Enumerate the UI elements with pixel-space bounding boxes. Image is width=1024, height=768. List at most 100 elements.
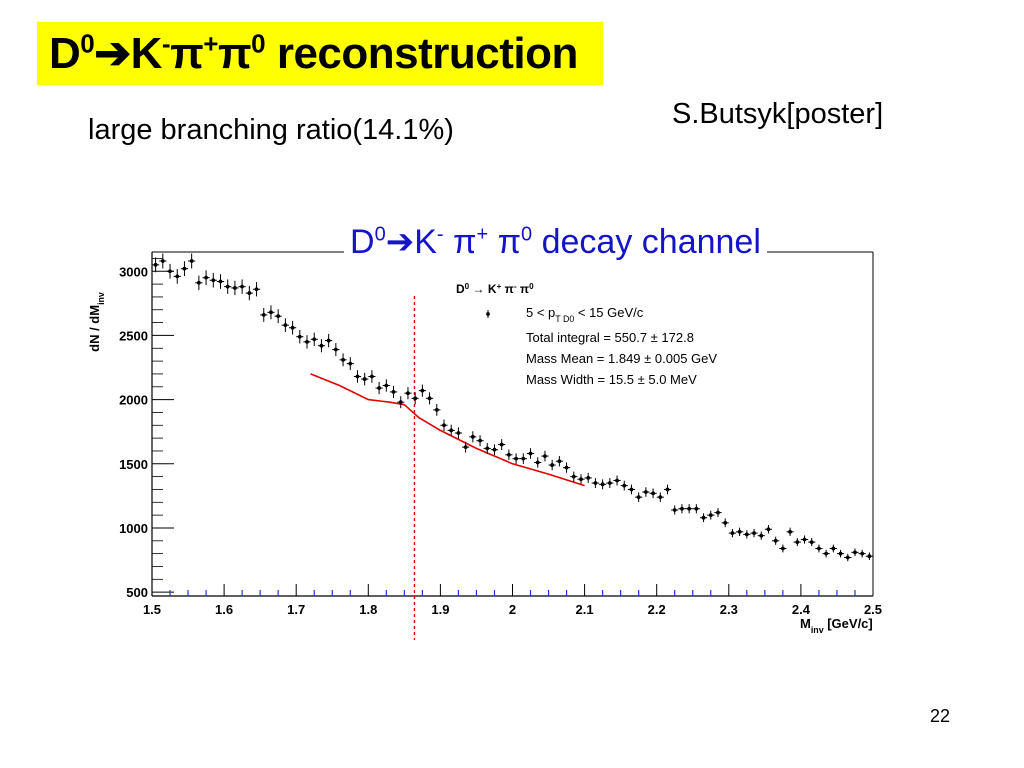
data-point-marker <box>701 515 706 520</box>
title-sup-zero: 0 <box>80 28 95 59</box>
data-point-marker <box>290 325 295 330</box>
data-point <box>245 285 253 301</box>
data-point <box>209 272 217 288</box>
legend-stat-line: Total integral = 550.7 ± 172.8 <box>526 330 694 345</box>
data-point-marker <box>434 407 439 412</box>
data-point <box>815 544 823 553</box>
data-point <box>353 370 362 383</box>
data-point-marker <box>478 438 482 443</box>
data-point-marker <box>759 533 764 538</box>
data-point-marker <box>802 537 807 542</box>
data-point <box>570 471 578 482</box>
data-point <box>555 455 563 467</box>
data-point-marker <box>817 546 821 551</box>
channel-title: D0➔K- π+ π0 decay channel <box>344 220 767 264</box>
data-point-marker <box>218 279 223 284</box>
data-point <box>260 307 268 322</box>
data-point <box>865 552 873 560</box>
data-point-marker <box>838 551 843 556</box>
y-tick-label: 1500 <box>119 457 148 472</box>
x-tick-label: 2 <box>509 602 516 617</box>
data-point <box>195 275 203 291</box>
data-point-marker <box>398 400 403 405</box>
data-point-marker <box>514 456 519 461</box>
data-point <box>166 263 174 279</box>
data-point <box>188 253 196 269</box>
data-point <box>296 329 304 344</box>
data-point <box>635 492 643 502</box>
data-point-marker <box>355 374 360 379</box>
data-point <box>779 544 787 553</box>
data-point <box>303 335 311 349</box>
data-point <box>519 453 527 464</box>
data-point-marker <box>600 482 605 487</box>
data-point-marker <box>773 538 778 543</box>
data-point-marker <box>391 390 396 394</box>
data-point <box>397 396 405 409</box>
data-point-marker <box>485 446 490 451</box>
data-point <box>483 442 491 454</box>
data-point-marker <box>225 284 230 289</box>
data-point <box>584 472 592 483</box>
title-sup-plus: + <box>203 28 218 59</box>
data-point <box>252 282 261 297</box>
data-point-marker <box>341 357 345 362</box>
data-point-marker <box>211 278 216 283</box>
data-point-marker <box>593 481 598 485</box>
data-point-marker <box>867 554 872 559</box>
x-tick-label: 2.1 <box>576 602 594 617</box>
data-point-marker <box>579 477 583 482</box>
channel-pi-2: π <box>488 223 522 261</box>
data-point <box>750 528 758 538</box>
data-point-marker <box>853 550 857 555</box>
data-point-marker <box>175 274 180 279</box>
data-point-marker <box>261 312 266 317</box>
data-point-marker <box>845 555 850 560</box>
data-point-marker <box>795 540 800 544</box>
data-point <box>505 449 513 461</box>
data-point <box>642 487 650 497</box>
y-tick-label: 2000 <box>119 393 148 408</box>
y-tick-label: 1000 <box>119 521 148 536</box>
data-point-marker <box>370 374 374 379</box>
data-point <box>368 370 376 383</box>
data-point <box>613 475 621 486</box>
data-point-marker <box>254 287 259 292</box>
data-point-marker <box>716 510 720 515</box>
title-d: D <box>49 29 81 78</box>
data-point-marker <box>362 377 367 381</box>
x-tick-label: 2.5 <box>864 602 882 617</box>
data-point <box>800 535 809 544</box>
data-point-marker <box>543 454 547 458</box>
data-point <box>851 548 859 557</box>
title-pi-1: π <box>170 29 204 78</box>
y-tick-label: 2500 <box>119 328 148 343</box>
data-point <box>808 538 816 547</box>
data-point <box>404 387 412 400</box>
data-point <box>526 448 535 459</box>
data-point <box>793 538 801 547</box>
data-point <box>663 484 672 495</box>
legend-pt-range: 5 < pT D0 < 15 GeV/c <box>526 305 644 324</box>
data-point <box>714 508 722 518</box>
data-point <box>728 528 737 538</box>
data-point <box>469 431 477 443</box>
channel-sup-zero: 0 <box>374 223 386 246</box>
page-number: 22 <box>930 706 951 726</box>
channel-sup-plus: + <box>476 223 489 246</box>
data-point-marker <box>809 540 814 544</box>
data-point-marker <box>442 423 446 428</box>
data-point-marker <box>406 391 410 396</box>
data-point <box>375 381 383 395</box>
data-point-marker <box>824 551 829 556</box>
title-pi-2: π <box>217 29 252 78</box>
data-point <box>548 459 556 471</box>
data-point-marker <box>160 259 165 263</box>
data-point <box>692 504 700 514</box>
data-point-marker <box>333 347 338 352</box>
title-k: K <box>130 29 163 78</box>
y-tick-label: 500 <box>126 585 148 600</box>
channel-pi-1: π <box>443 223 477 261</box>
data-point <box>361 372 369 386</box>
data-point-marker <box>557 459 562 464</box>
